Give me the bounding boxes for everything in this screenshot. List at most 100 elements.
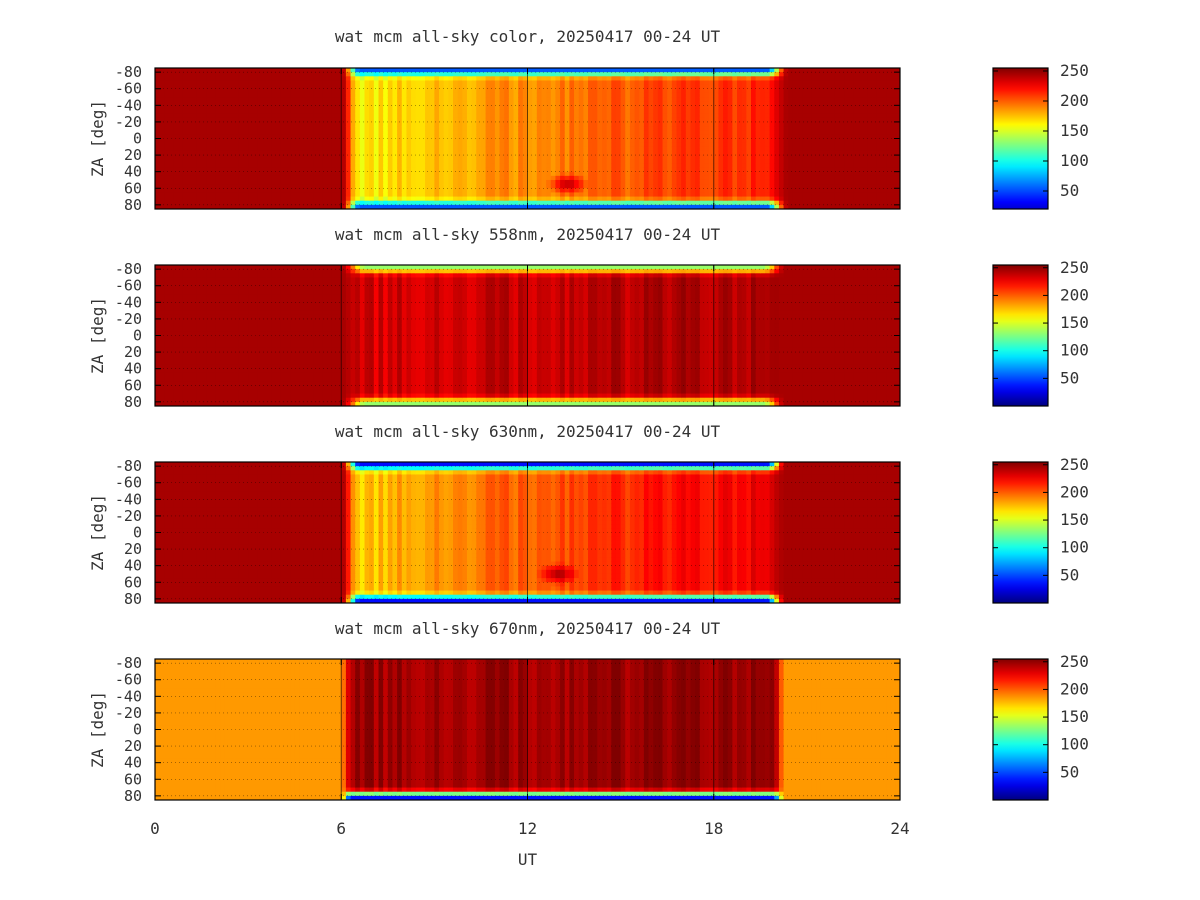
heatmap-cell [681, 179, 687, 185]
heatmap-cell [592, 155, 598, 160]
heatmap-cell [532, 76, 538, 82]
heatmap-cell [266, 142, 273, 148]
heatmap-cell [769, 167, 775, 173]
heatmap-cell [695, 188, 701, 194]
heatmap-cell [262, 138, 268, 144]
heatmap-cell [439, 138, 445, 144]
heatmap-cell [359, 126, 366, 131]
heatmap-cell [574, 163, 580, 169]
heatmap-cell [401, 150, 408, 156]
heatmap-cell [420, 150, 426, 156]
heatmap-cell [536, 179, 543, 185]
heatmap-cell [238, 126, 245, 131]
heatmap-cell [378, 109, 384, 115]
heatmap-cell [341, 159, 347, 164]
heatmap-cell [620, 179, 626, 185]
heatmap-cell [327, 80, 333, 86]
heatmap-cell [769, 142, 775, 148]
heatmap-cell [741, 200, 747, 206]
heatmap-cell [238, 167, 245, 173]
heatmap-cell [378, 92, 384, 98]
heatmap-cell [723, 167, 729, 173]
heatmap-cell [257, 171, 263, 177]
heatmap-cell [769, 76, 775, 82]
heatmap-cell [201, 150, 207, 156]
heatmap-cell [201, 184, 207, 189]
heatmap-cell [751, 84, 757, 90]
heatmap-cell [434, 179, 440, 185]
heatmap-cell [653, 146, 659, 152]
heatmap-cell [327, 121, 333, 127]
heatmap-cell [527, 155, 533, 160]
heatmap-cell [229, 76, 235, 82]
heatmap-cell [611, 179, 617, 185]
heatmap-cell [676, 130, 682, 135]
heatmap-cell [490, 200, 496, 206]
heatmap-cell [252, 105, 259, 111]
heatmap-cell [313, 179, 319, 185]
heatmap-cell [359, 130, 366, 135]
heatmap-cell [662, 159, 668, 164]
heatmap-cell [313, 109, 319, 115]
heatmap-cell [564, 138, 571, 144]
heatmap-cell [448, 150, 454, 156]
heatmap-cell [499, 88, 505, 94]
heatmap-cell [406, 76, 412, 82]
heatmap-cell [806, 134, 813, 140]
heatmap-cell [397, 184, 403, 189]
heatmap-cell [602, 188, 608, 194]
heatmap-cell [620, 142, 626, 148]
heatmap-cell [415, 146, 422, 152]
heatmap-cell [182, 68, 189, 73]
heatmap-cell [159, 68, 165, 73]
heatmap-cell [494, 142, 501, 148]
heatmap-cell [657, 188, 664, 194]
heatmap-cell [592, 138, 598, 144]
heatmap-cell [732, 126, 738, 131]
heatmap-cell [257, 92, 263, 98]
heatmap-cell [746, 121, 752, 127]
heatmap-cell [597, 68, 603, 73]
heatmap-cell [778, 117, 785, 123]
heatmap-cell [411, 146, 417, 152]
heatmap-cell [685, 146, 692, 152]
heatmap-cell [499, 155, 505, 160]
heatmap-cell [532, 113, 538, 119]
heatmap-cell [825, 167, 831, 173]
heatmap-cell [709, 88, 715, 94]
heatmap-cell [657, 97, 664, 102]
heatmap-cell [662, 138, 668, 144]
heatmap-cell [369, 196, 375, 202]
heatmap-cell [792, 142, 799, 148]
heatmap-cell [187, 92, 193, 98]
heatmap-cell [825, 126, 831, 131]
heatmap-cell [304, 126, 310, 131]
heatmap-cell [304, 130, 310, 135]
heatmap-cell [220, 68, 226, 73]
heatmap-cell [494, 130, 501, 135]
heatmap-cell [527, 134, 533, 140]
heatmap-cell [462, 188, 468, 194]
heatmap-cell [811, 196, 817, 202]
heatmap-cell [825, 105, 831, 111]
heatmap-cell [574, 113, 580, 119]
heatmap-cell [429, 92, 435, 98]
heatmap-cell [709, 159, 715, 164]
heatmap-cell [737, 138, 743, 144]
heatmap-cell [639, 171, 645, 177]
heatmap-cell [690, 142, 696, 148]
heatmap-cell [178, 175, 184, 181]
heatmap-cell [453, 142, 459, 148]
heatmap-cell [220, 101, 226, 106]
heatmap-cell [732, 113, 738, 119]
heatmap-cell [737, 126, 743, 131]
heatmap-cell [248, 68, 254, 73]
heatmap-cell [168, 196, 175, 202]
heatmap-cell [653, 175, 659, 181]
heatmap-cell [304, 159, 310, 164]
heatmap-cell [504, 184, 510, 189]
heatmap-cell [830, 126, 836, 131]
heatmap-cell [611, 142, 617, 148]
heatmap-cell [248, 76, 254, 82]
heatmap-cell [597, 196, 603, 202]
